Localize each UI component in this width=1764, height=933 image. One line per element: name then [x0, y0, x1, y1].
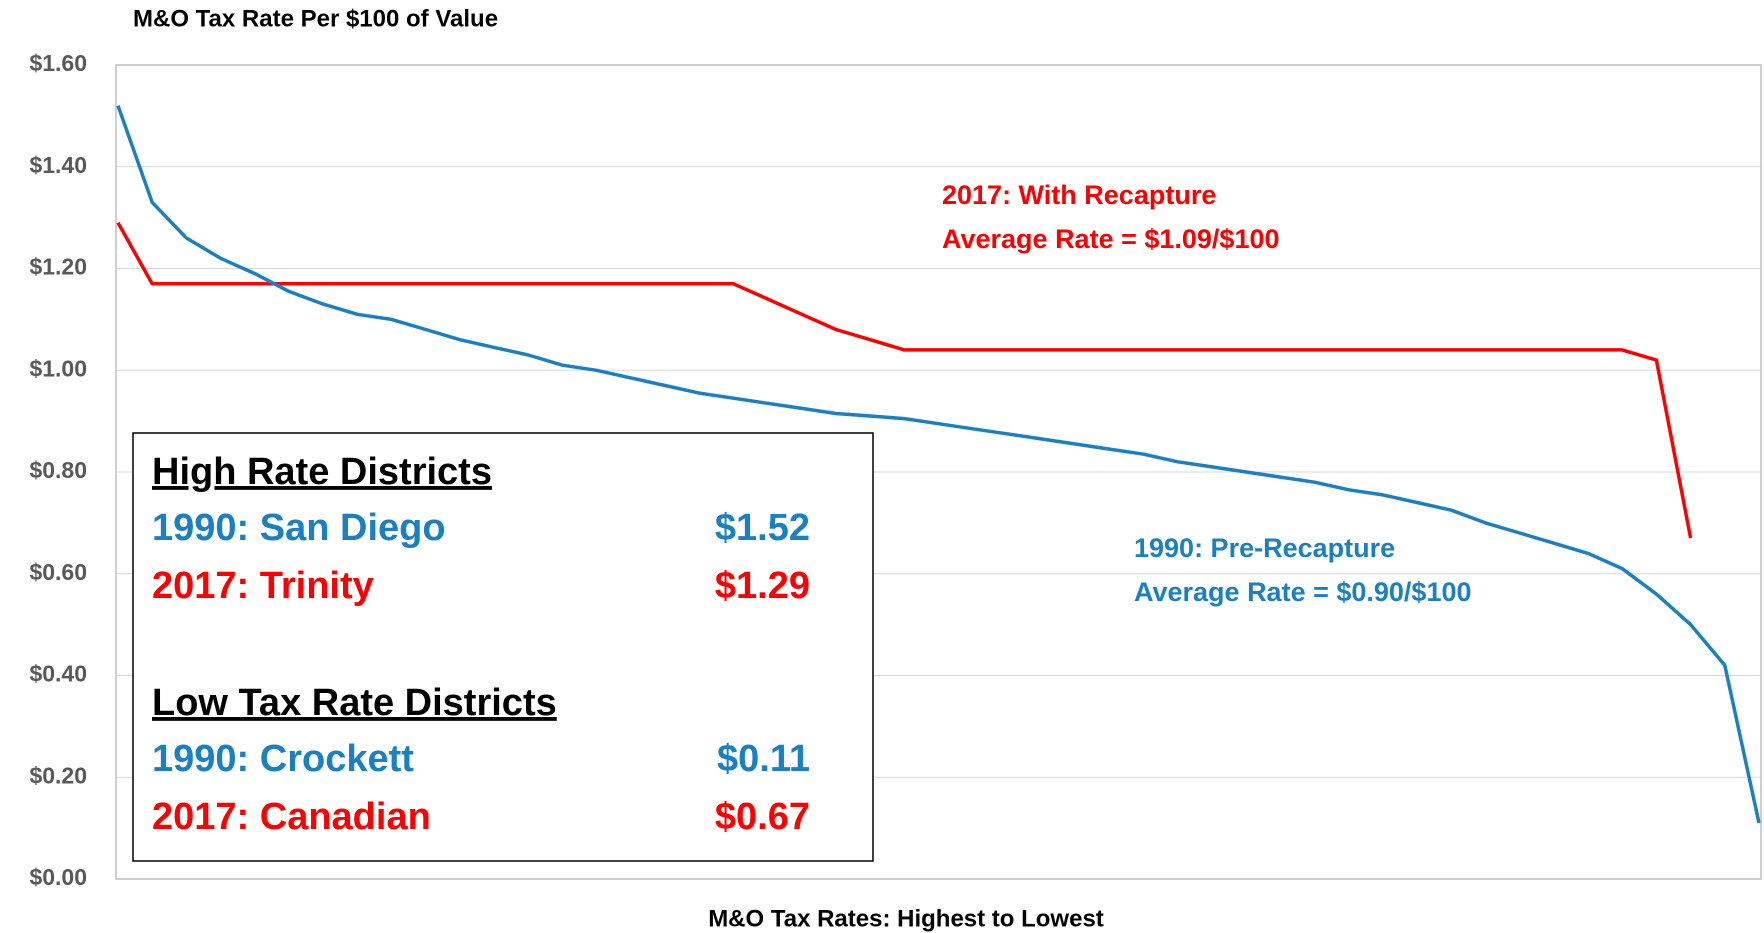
annotation: Average Rate = $0.90/$100	[1134, 577, 1472, 607]
y-tick-label: $0.80	[29, 457, 87, 483]
chart-title: M&O Tax Rate Per $100 of Value	[133, 5, 498, 32]
box-heading: Low Tax Rate Districts	[152, 682, 557, 724]
y-tick-label: $1.00	[29, 355, 87, 381]
box-row-value: $1.29	[715, 565, 810, 607]
y-tick-label: $0.00	[29, 864, 87, 890]
box-row-value: $0.11	[717, 738, 810, 780]
box-row-label: 1990: Crockett	[152, 738, 414, 780]
box-row-value: $0.67	[715, 796, 810, 838]
x-axis-label: M&O Tax Rates: Highest to Lowest	[708, 905, 1104, 932]
box-heading: High Rate Districts	[152, 451, 492, 493]
annotation: 1990: Pre-Recapture	[1134, 533, 1395, 563]
y-tick-label: $1.40	[29, 152, 87, 178]
box-row-value: $1.52	[715, 507, 810, 549]
series-line	[116, 221, 1693, 539]
annotation: 2017: With Recapture	[942, 180, 1216, 210]
y-tick-label: $1.60	[29, 50, 87, 76]
y-tick-label: $0.40	[29, 661, 87, 687]
series-line	[116, 105, 1761, 824]
summary-box	[132, 432, 874, 862]
y-tick-label: $1.20	[29, 254, 87, 280]
box-row-label: 2017: Trinity	[152, 565, 374, 607]
annotation: Average Rate = $1.09/$100	[942, 224, 1280, 254]
plot-border	[115, 64, 1762, 880]
box-row-label: 1990: San Diego	[152, 507, 446, 549]
y-tick-label: $0.20	[29, 762, 87, 788]
box-row-label: 2017: Canadian	[152, 796, 431, 838]
y-tick-label: $0.60	[29, 559, 87, 585]
